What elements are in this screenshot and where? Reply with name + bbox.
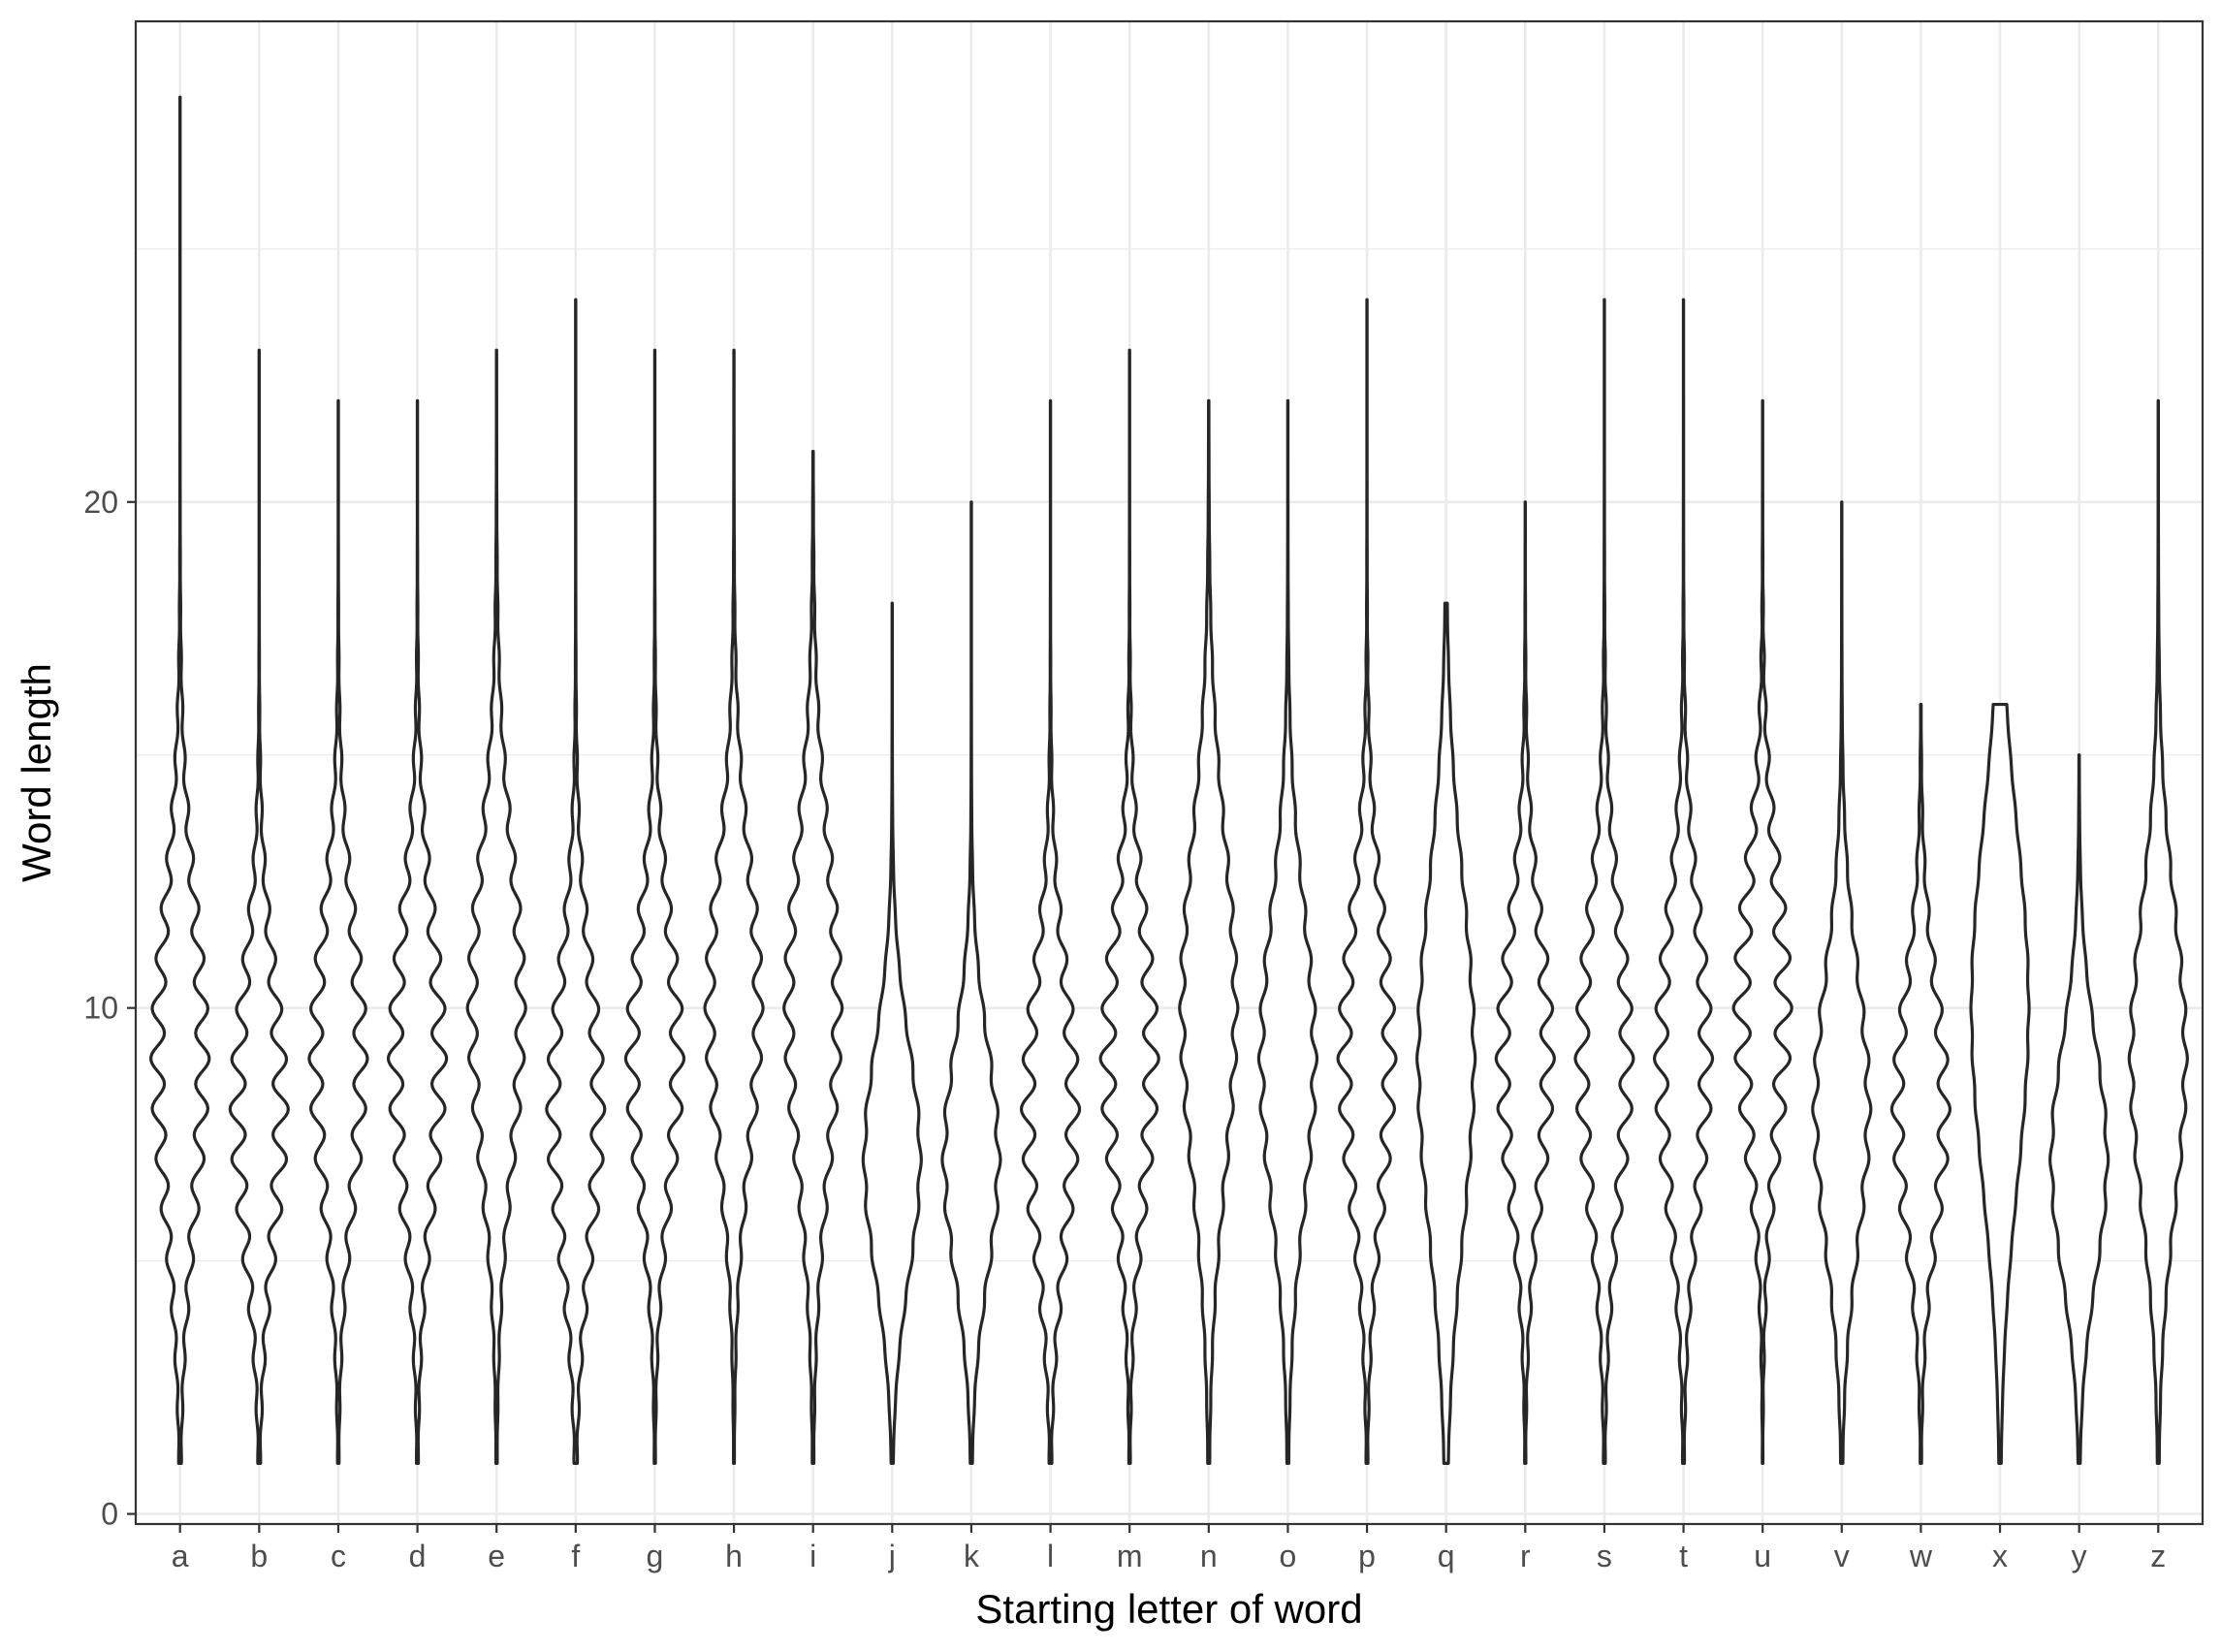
y-tick-label: 10 (83, 991, 118, 1026)
x-tick-label-p: p (1358, 1539, 1376, 1573)
violin-i (782, 450, 844, 1465)
x-tick-label-w: w (1909, 1539, 1933, 1573)
x-tick-label-h: h (725, 1539, 743, 1573)
x-tick-label-o: o (1280, 1539, 1297, 1573)
x-axis-title: Starting letter of word (975, 1586, 1362, 1632)
x-tick-label-a: a (172, 1539, 189, 1573)
violin-f (545, 298, 607, 1465)
x-axis: a b c d e f g h i j k l m n o p q r s t u v w x y z (172, 1524, 2166, 1573)
violins (149, 95, 2189, 1465)
x-tick-label-x: x (1992, 1539, 2008, 1573)
x-tick-label-u: u (1754, 1539, 1771, 1573)
violin-z (2127, 398, 2189, 1465)
violin-w (1889, 702, 1952, 1465)
x-tick-label-e: e (488, 1539, 505, 1573)
violin-o (1256, 398, 1319, 1465)
x-tick-label-r: r (1520, 1539, 1531, 1573)
x-tick-label-i: i (809, 1539, 816, 1573)
x-tick-label-c: c (331, 1539, 346, 1573)
violin-d (386, 398, 449, 1465)
x-tick-label-b: b (250, 1539, 268, 1573)
violin-h (703, 348, 765, 1465)
x-tick-label-s: s (1597, 1539, 1612, 1573)
x-tick-label-j: j (888, 1539, 896, 1573)
violin-y (2048, 753, 2110, 1465)
violin-l (1019, 398, 1082, 1465)
x-tick-label-t: t (1679, 1539, 1688, 1573)
violin-p (1336, 298, 1398, 1465)
x-tick-label-d: d (409, 1539, 427, 1573)
x-tick-label-l: l (1047, 1539, 1054, 1573)
violin-t (1652, 298, 1715, 1465)
violin-n (1178, 398, 1240, 1465)
x-tick-label-v: v (1834, 1539, 1850, 1573)
violin-u (1731, 398, 1793, 1465)
violin-e (465, 348, 527, 1465)
violin-c (307, 398, 369, 1465)
x-tick-label-y: y (2072, 1539, 2087, 1573)
y-tick-label: 0 (101, 1497, 118, 1532)
y-axis: 0 10 20 (83, 485, 136, 1532)
y-axis-title: Word length (14, 663, 59, 882)
violin-r (1494, 500, 1556, 1465)
x-tick-label-m: m (1117, 1539, 1143, 1573)
violin-q (1415, 601, 1477, 1465)
x-tick-label-q: q (1438, 1539, 1455, 1573)
y-tick-label: 20 (83, 485, 118, 520)
violin-x (1969, 702, 2031, 1465)
violin-s (1573, 298, 1635, 1465)
violin-a (149, 95, 211, 1465)
x-tick-label-n: n (1200, 1539, 1218, 1573)
violin-g (623, 348, 686, 1465)
violin-j (861, 601, 923, 1465)
x-tick-label-z: z (2150, 1539, 2166, 1573)
x-tick-label-k: k (964, 1539, 980, 1573)
violin-v (1811, 500, 1873, 1465)
violin-k (940, 500, 1002, 1465)
violin-b (228, 348, 290, 1465)
panel-border (134, 19, 2205, 1526)
x-tick-label-f: f (571, 1539, 580, 1573)
violin-m (1098, 348, 1160, 1465)
x-tick-label-g: g (647, 1539, 664, 1573)
